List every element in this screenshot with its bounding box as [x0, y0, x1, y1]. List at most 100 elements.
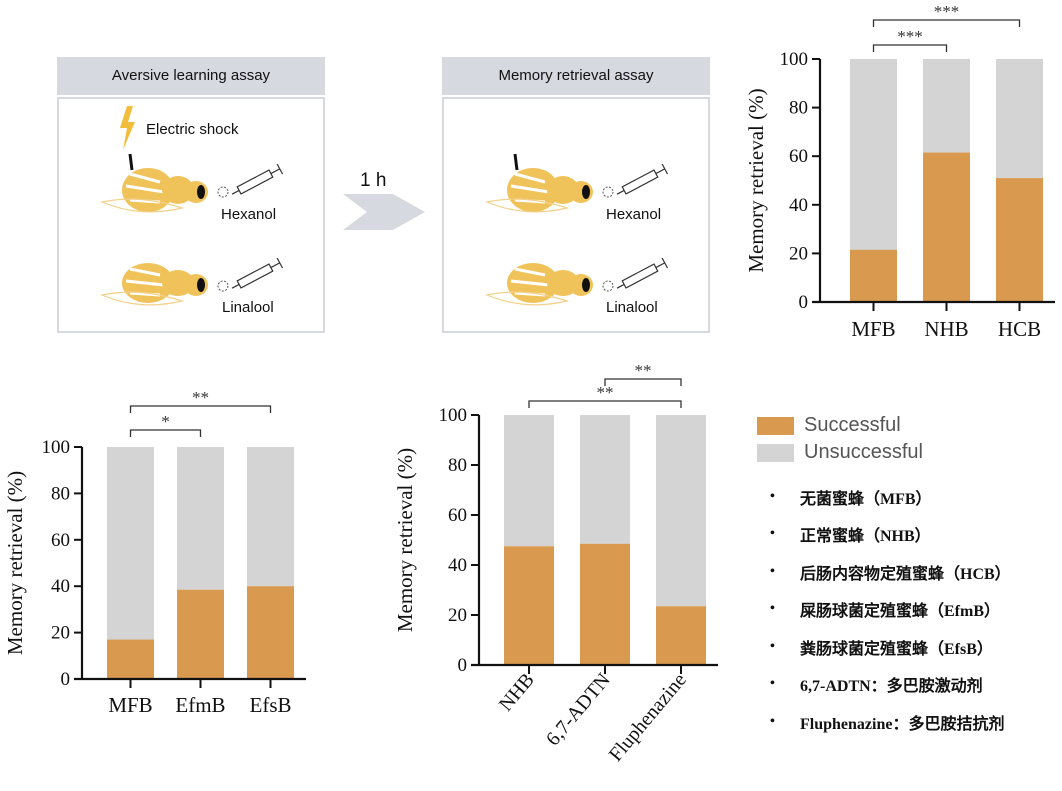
bar-unsuccessful: [177, 447, 224, 590]
legend-swatch-successful: [757, 416, 794, 435]
bar-unsuccessful: [850, 59, 897, 250]
lightning-icon: [120, 106, 135, 150]
note-item: • 无菌蜜蜂（MFB）: [770, 478, 1011, 516]
odor-label-hexanol: Hexanol: [606, 206, 662, 223]
bar-unsuccessful: [504, 415, 554, 547]
x-tick-label: HCB: [998, 317, 1041, 341]
bar-unsuccessful: [923, 59, 970, 153]
retrieval-panel-header: Memory retrieval assay: [442, 57, 710, 95]
y-tick-label: 40: [51, 576, 70, 597]
y-tick-label: 20: [448, 605, 467, 626]
chevron-arrow-icon: [343, 194, 425, 230]
significance-label: ***: [934, 2, 960, 21]
significance-label: **: [635, 361, 652, 380]
bar-unsuccessful: [107, 447, 154, 640]
bar-unsuccessful: [247, 447, 294, 587]
note-item: • Fluphenazine：多巴胺拮抗剂: [770, 703, 1011, 741]
note-item: • 屎肠球菌定殖蜜蜂（EfmB）: [770, 591, 1011, 629]
note-text: 后肠内容物定殖蜜蜂（HCB）: [800, 565, 1011, 583]
legend: Successful Unsuccessful: [757, 412, 923, 466]
bar-unsuccessful: [656, 415, 706, 607]
syringe-icon: [602, 164, 669, 198]
syringe-icon: [217, 164, 284, 198]
y-tick-label: 40: [448, 555, 467, 576]
bar-successful: [177, 589, 224, 679]
y-axis-label: Memory retrieval (%): [744, 88, 768, 272]
bee-icon: [100, 263, 208, 306]
significance-label: **: [192, 388, 209, 407]
legend-label: Successful: [804, 414, 901, 436]
note-item: • 6,7-ADTN：多巴胺激动剂: [770, 666, 1011, 704]
y-tick-label: 20: [789, 243, 808, 264]
y-tick-label: 20: [51, 623, 70, 644]
x-tick-label: Fluphenazine: [605, 669, 691, 766]
significance-bracket: [528, 400, 682, 408]
bar-successful: [107, 639, 154, 679]
y-tick-label: 60: [51, 530, 70, 551]
odor-label-linalool: Linalool: [606, 299, 658, 316]
x-tick-label: NHB: [924, 317, 968, 341]
legend-item-successful: Successful: [757, 412, 923, 439]
bar-unsuccessful: [580, 415, 630, 544]
y-tick-label: 60: [448, 505, 467, 526]
bar-successful: [504, 546, 554, 665]
legend-swatch-unsuccessful: [757, 443, 794, 462]
syringe-icon: [217, 258, 284, 292]
y-tick-label: 100: [439, 405, 468, 426]
bullet-icon: •: [770, 563, 775, 579]
bullet-icon: •: [770, 713, 775, 729]
note-text: 无菌蜜蜂（MFB）: [800, 490, 932, 508]
legend-label: Unsuccessful: [804, 441, 923, 463]
y-tick-label: 0: [61, 669, 71, 690]
bar-successful: [850, 249, 897, 302]
odor-label-linalool: Linalool: [222, 299, 274, 316]
note-text: 6,7-ADTN：多巴胺激动剂: [800, 678, 983, 696]
x-tick-label: EfsB: [250, 693, 292, 717]
bee-icon: [485, 153, 593, 213]
bullet-icon: •: [770, 601, 775, 617]
y-tick-label: 40: [789, 195, 808, 216]
y-tick-label: 0: [458, 655, 468, 676]
bee-icon: [485, 263, 593, 306]
x-tick-label: NHB: [495, 669, 539, 715]
bar-successful: [923, 152, 970, 302]
significance-bracket: [604, 378, 682, 386]
x-tick-label: MFB: [108, 693, 152, 717]
bee-icon: [100, 153, 208, 213]
significance-bracket: [129, 405, 272, 413]
significance-bracket: [129, 429, 202, 437]
y-tick-label: 80: [448, 455, 467, 476]
x-tick-label: EfmB: [175, 693, 225, 717]
significance-label: **: [597, 383, 614, 402]
y-axis-label: Memory retrieval (%): [3, 471, 27, 655]
bullet-icon: •: [770, 526, 775, 542]
significance-label: *: [161, 412, 170, 431]
y-tick-label: 100: [42, 437, 71, 458]
bar-successful: [996, 178, 1043, 302]
y-tick-label: 80: [789, 98, 808, 119]
note-text: Fluphenazine：多巴胺拮抗剂: [800, 715, 1005, 733]
x-tick-label: MFB: [851, 317, 895, 341]
y-tick-label: 100: [780, 49, 809, 70]
note-text: 屎肠球菌定殖蜜蜂（EfmB）: [800, 603, 1001, 621]
interval-label: 1 h: [360, 170, 387, 191]
x-tick-label: 6,7-ADTN: [542, 669, 615, 750]
bar-unsuccessful: [996, 59, 1043, 179]
significance-bracket: [872, 44, 948, 52]
bar-successful: [247, 586, 294, 679]
abbreviation-notes: • 无菌蜜蜂（MFB） • 正常蜜蜂（NHB） • 后肠内容物定殖蜜蜂（HCB） • 屎…: [770, 478, 1011, 741]
bullet-icon: •: [770, 488, 775, 504]
note-item: • 粪肠球菌定殖蜜蜂（EfsB）: [770, 628, 1011, 666]
significance-label: ***: [897, 27, 923, 46]
note-text: 粪肠球菌定殖蜜蜂（EfsB）: [800, 640, 993, 658]
odor-label-hexanol: Hexanol: [221, 206, 277, 223]
bullet-icon: •: [770, 638, 775, 654]
legend-item-unsuccessful: Unsuccessful: [757, 439, 923, 466]
bullet-icon: •: [770, 676, 775, 692]
note-item: • 后肠内容物定殖蜜蜂（HCB）: [770, 553, 1011, 591]
syringe-icon: [602, 258, 669, 292]
y-tick-label: 80: [51, 483, 70, 504]
note-text: 正常蜜蜂（NHB）: [800, 528, 931, 546]
note-item: • 正常蜜蜂（NHB）: [770, 516, 1011, 554]
